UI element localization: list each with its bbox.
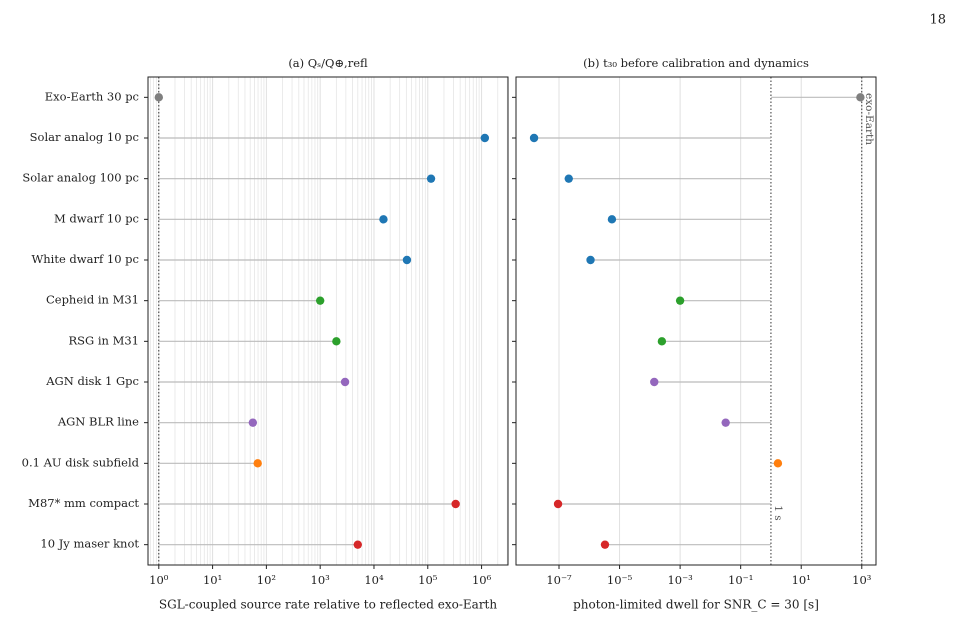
y-tick-label: Solar analog 10 pc	[30, 130, 139, 144]
y-tick-label: 0.1 AU disk subfield	[22, 455, 140, 469]
x-tick-label: 10⁶	[472, 573, 492, 587]
dot	[340, 377, 350, 387]
dot	[773, 459, 783, 468]
dot	[315, 296, 325, 305]
x-tick-label: 10⁰	[149, 573, 169, 587]
dot	[154, 93, 163, 102]
y-tick-label: Solar analog 100 pc	[22, 171, 139, 185]
x-axis-label: SGL-coupled source rate relative to refl…	[159, 598, 497, 612]
y-tick-label: 10 Jy maser knot	[40, 537, 139, 551]
x-tick-label: 10¹	[792, 573, 811, 587]
x-tick-label: 10⁻¹	[728, 573, 753, 587]
x-axis-label: photon-limited dwell for SNR_C = 30 [s]	[573, 598, 819, 612]
y-tick-label: AGN BLR line	[57, 415, 139, 429]
plot-frame	[515, 76, 877, 566]
dot	[332, 337, 341, 346]
x-tick-label: 10⁴	[364, 573, 384, 587]
plot-frame	[147, 76, 509, 566]
y-tick-label: RSG in M31	[68, 333, 139, 347]
x-tick-label: 10⁻⁷	[546, 573, 572, 587]
page-number: 18	[929, 13, 946, 28]
dot	[480, 133, 490, 143]
dot	[451, 499, 460, 509]
dot	[650, 377, 659, 387]
panel-title: (b) t₃₀ before calibration and dynamics	[583, 56, 809, 70]
dot	[353, 540, 362, 549]
dot	[379, 215, 388, 224]
x-tick-label: 10⁻³	[667, 573, 693, 587]
y-tick-label: M87* mm compact	[28, 496, 139, 510]
dot	[675, 296, 685, 305]
x-tick-label: 10¹	[203, 573, 222, 587]
y-tick-label: AGN disk 1 Gpc	[45, 374, 139, 388]
y-tick-label: Exo-Earth 30 pc	[45, 89, 139, 103]
y-tick-label: White dwarf 10 pc	[31, 252, 139, 266]
dot	[402, 255, 412, 265]
dot	[564, 174, 573, 183]
x-tick-label: 10²	[257, 573, 276, 587]
x-tick-label: 10⁵	[418, 573, 438, 587]
dot	[553, 499, 563, 509]
dot	[607, 215, 617, 224]
dot	[856, 93, 865, 102]
dot	[721, 418, 730, 427]
y-tick-label: Cepheid in M31	[46, 293, 139, 307]
dot	[426, 174, 436, 183]
reference-label: exo-Earth	[863, 93, 875, 145]
reference-label: 1 s	[772, 505, 784, 520]
dot	[586, 255, 595, 265]
dot	[529, 133, 539, 143]
dot	[248, 418, 258, 427]
x-tick-label: 10³	[311, 573, 331, 587]
dot	[600, 540, 610, 549]
panel-title: (a) Qₛ/Q⊕,refl	[288, 56, 368, 70]
x-tick-label: 10⁻⁵	[607, 573, 633, 587]
y-tick-label: M dwarf 10 pc	[54, 211, 139, 225]
dot	[253, 459, 262, 468]
x-tick-label: 10³	[852, 573, 872, 587]
dot	[657, 337, 667, 346]
